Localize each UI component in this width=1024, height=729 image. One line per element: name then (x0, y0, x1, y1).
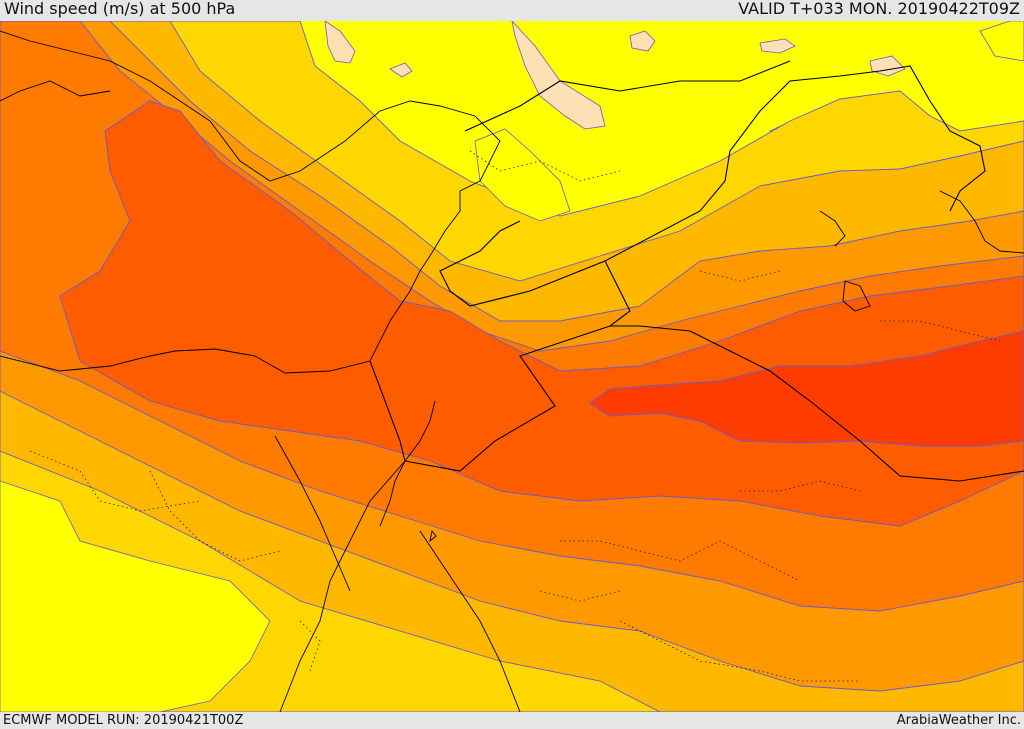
map-title: Wind speed (m/s) at 500 hPa (4, 0, 236, 18)
map-canvas (0, 21, 1024, 712)
wind-speed-map (0, 21, 1024, 712)
admin-boundaries (29, 150, 1001, 682)
model-run-label: ECMWF MODEL RUN: 20190421T00Z (3, 713, 244, 728)
valid-time: VALID T+033 MON. 20190422T09Z (738, 0, 1020, 18)
borders (369, 60, 1024, 482)
map-footer: ECMWF MODEL RUN: 20190421T00Z ArabiaWeat… (0, 712, 1024, 729)
credit-label: ArabiaWeather Inc. (896, 713, 1021, 728)
band-core (589, 330, 1024, 447)
map-header: Wind speed (m/s) at 500 hPa VALID T+033 … (0, 0, 1024, 21)
